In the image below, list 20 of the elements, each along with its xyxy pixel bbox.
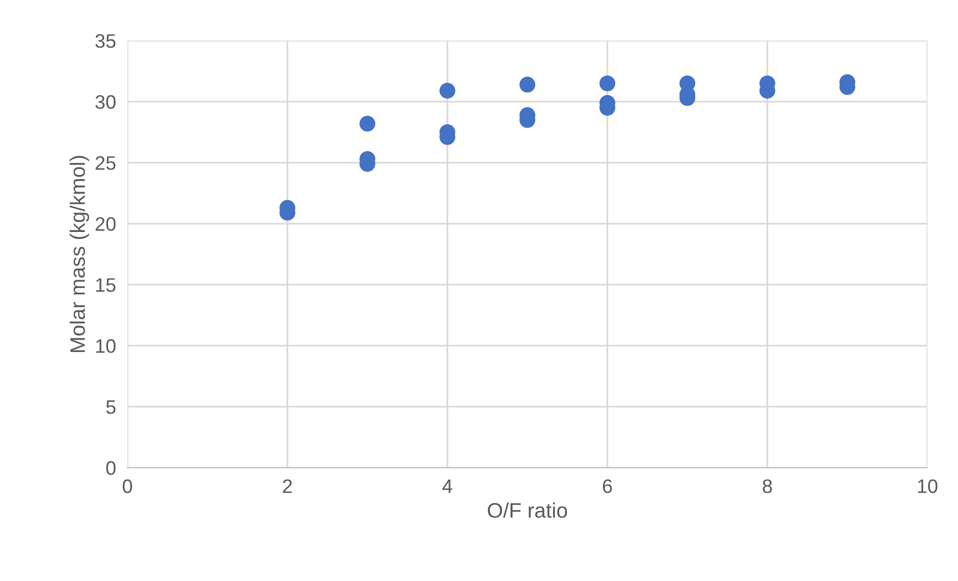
y-tick-label: 15 [96, 278, 116, 292]
y-axis-title: Molar mass (kg/kmol) [70, 156, 90, 352]
y-tick-label: 25 [96, 156, 116, 170]
x-tick-label: 2 [282, 479, 292, 493]
x-tick-label: 8 [762, 479, 772, 494]
point [519, 76, 536, 93]
x-tick-label: 10 [918, 479, 938, 494]
y-tick-label: 20 [96, 217, 116, 231]
point [359, 116, 376, 132]
y-tick-label: 5 [106, 400, 116, 414]
x-axis-title: O/F ratio [488, 502, 568, 518]
y-tick-label: 35 [95, 34, 116, 48]
x-tick-label: 4 [442, 480, 452, 493]
point [599, 75, 616, 92]
x-tick-label: 0 [122, 479, 132, 494]
y-tick-label: 10 [96, 339, 116, 353]
point [439, 82, 456, 99]
y-tick-label: 0 [106, 461, 116, 475]
y-tick-label: 30 [95, 95, 116, 109]
x-tick-label: 6 [602, 479, 612, 494]
